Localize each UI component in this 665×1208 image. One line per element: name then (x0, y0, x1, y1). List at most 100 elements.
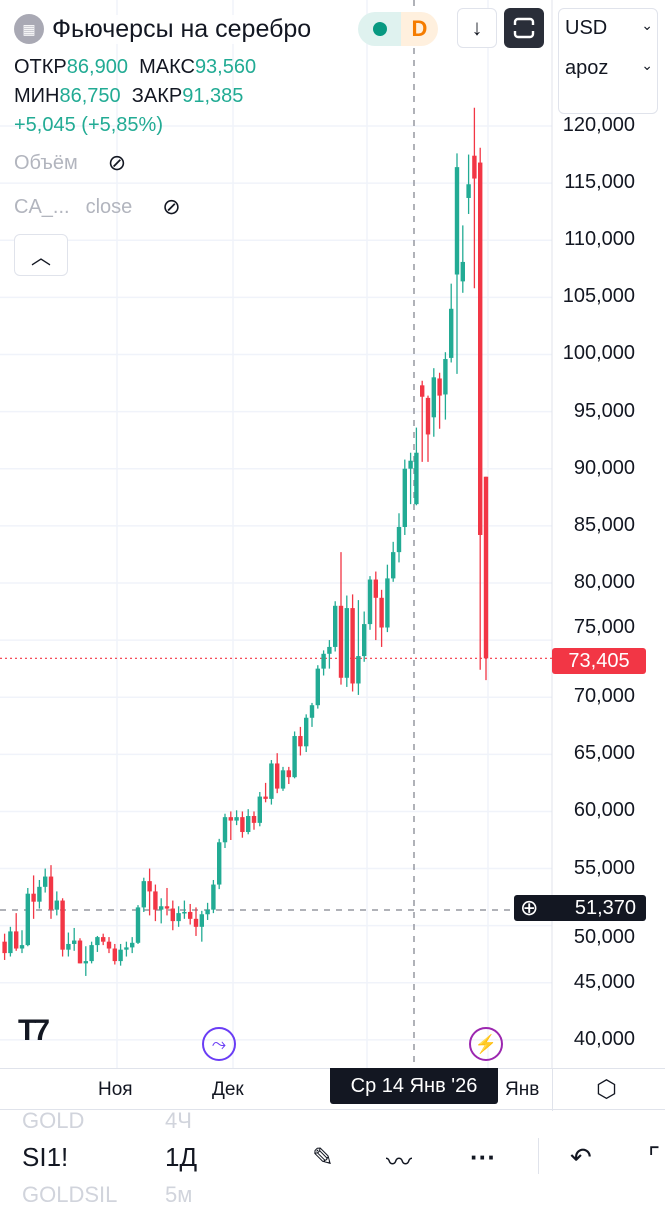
candle-body (286, 770, 291, 778)
candle-body (164, 906, 170, 909)
interval-badge: D (401, 12, 438, 46)
price-chart[interactable] (0, 0, 665, 1068)
candle-body (95, 937, 100, 946)
candle-body (240, 817, 245, 833)
symbol-selector[interactable]: SI1! (22, 1142, 69, 1172)
price-tick: 60,000 (573, 799, 635, 822)
indicator-name: Объём (14, 151, 78, 174)
close-value: 91,385 (182, 85, 244, 107)
currency-select[interactable]: USD ⌄ (565, 17, 653, 40)
candle-body (414, 452, 419, 505)
silver-bars-icon: ▦ (14, 14, 44, 44)
candle-body (483, 476, 489, 659)
unit-select[interactable]: apoz ⌄ (565, 57, 653, 80)
candle-body (77, 940, 83, 964)
low-value: 86,750 (59, 85, 121, 107)
open-label: ОТКР (14, 56, 67, 78)
undo-icon[interactable]: ↶ (570, 1142, 592, 1172)
arrow-down-icon: ↓ (471, 15, 483, 40)
crosshair-date-label: Ср 14 Янв '26 (330, 1068, 498, 1104)
lightning-icon[interactable]: ⚡ (469, 1027, 503, 1061)
candle-body (309, 705, 315, 718)
candle-body (251, 816, 257, 823)
candle-body (141, 881, 146, 908)
candle-body (449, 308, 454, 358)
axis-options: USD ⌄ apoz ⌄ (558, 8, 658, 114)
eye-off-icon[interactable]: ⊘ (162, 194, 181, 219)
candle-body (112, 948, 117, 962)
candle-body (362, 624, 367, 657)
candle-body (211, 884, 216, 910)
chevron-down-icon: ⌄ (641, 57, 653, 73)
time-label: Янв (505, 1079, 540, 1100)
interval-option[interactable]: 5м (165, 1182, 193, 1207)
hexagon-settings-icon[interactable]: ⬡ (596, 1076, 617, 1103)
candle-body (460, 261, 465, 282)
fullscreen-icon (513, 17, 535, 39)
candle-body (472, 155, 477, 179)
interval-option[interactable]: 4Ч (165, 1108, 192, 1133)
indicator-ca[interactable]: CA_... close ⊘ (14, 194, 181, 220)
candle-body (478, 162, 483, 535)
candle-body (425, 397, 431, 435)
indicators-icon[interactable]: 〰 (386, 1147, 413, 1177)
price-tick: 50,000 (573, 925, 635, 948)
download-button[interactable]: ↓ (457, 8, 497, 48)
candle-body (356, 656, 361, 684)
candle-body (19, 945, 25, 949)
candle-body (327, 646, 332, 654)
plus-circle-icon[interactable]: ⊕ (520, 895, 539, 920)
candle-body (292, 736, 297, 778)
candle-body (83, 961, 88, 964)
candle-body (222, 817, 228, 843)
candle-body (37, 886, 42, 902)
candle-body (269, 763, 274, 799)
candle-body (373, 579, 378, 598)
status-dot-icon (358, 12, 401, 46)
crosshair-price: 51,370 (574, 896, 636, 919)
candle-body (246, 816, 251, 833)
pencil-icon[interactable]: ✎ (312, 1142, 334, 1172)
collapse-legend-button[interactable]: ︿ (14, 234, 68, 276)
currency-value: USD (565, 17, 608, 39)
price-tick: 80,000 (573, 570, 635, 593)
fullscreen-button[interactable] (504, 8, 544, 48)
price-tick: 90,000 (573, 456, 635, 479)
chevron-up-icon: ︿ (31, 246, 51, 269)
candle-body (101, 937, 106, 942)
candle-body (396, 526, 402, 553)
low-label: МИН (14, 85, 60, 107)
indicator-name: CA_... (14, 195, 70, 218)
symbol-option[interactable]: GOLD (22, 1108, 85, 1133)
candle-body (159, 906, 164, 910)
candle-body (54, 900, 59, 910)
market-status-badge[interactable]: D (358, 12, 438, 46)
more-icon[interactable]: ··· (470, 1142, 496, 1172)
price-tick: 55,000 (573, 856, 635, 879)
symbol-header[interactable]: ▦ Фьючерсы на серебро (14, 12, 312, 46)
candle-body (454, 167, 460, 275)
candle-body (170, 908, 175, 922)
candle-body (385, 578, 390, 628)
candle-body (257, 796, 262, 823)
candle-body (379, 597, 384, 628)
candle-body (443, 359, 448, 395)
price-tick: 110,000 (564, 228, 635, 251)
eye-off-icon[interactable]: ⊘ (107, 150, 127, 175)
fullscreen-icon[interactable]: ⌜ (648, 1142, 661, 1172)
tradingview-logo: T7 (18, 1014, 50, 1047)
symbol-title: Фьючерсы на серебро (52, 14, 312, 44)
split-arrow-icon[interactable]: ⤳ (202, 1027, 236, 1061)
symbol-option[interactable]: GOLDSIL (22, 1182, 118, 1207)
ohlc-row-2: МИН86,750 ЗАКР91,385 (14, 85, 243, 108)
last-price-label: 73,405 (552, 648, 646, 674)
time-label: Ноя (98, 1079, 133, 1100)
candle-body (153, 891, 158, 910)
unit-value: apoz (565, 57, 609, 79)
candle-body (315, 668, 320, 706)
candle-body (176, 913, 181, 922)
interval-selector[interactable]: 1Д (165, 1142, 198, 1172)
crosshair-price-label[interactable]: ⊕ 51,370 (514, 895, 646, 921)
candle-body (130, 942, 135, 948)
indicator-volume[interactable]: Объём ⊘ (14, 150, 126, 176)
